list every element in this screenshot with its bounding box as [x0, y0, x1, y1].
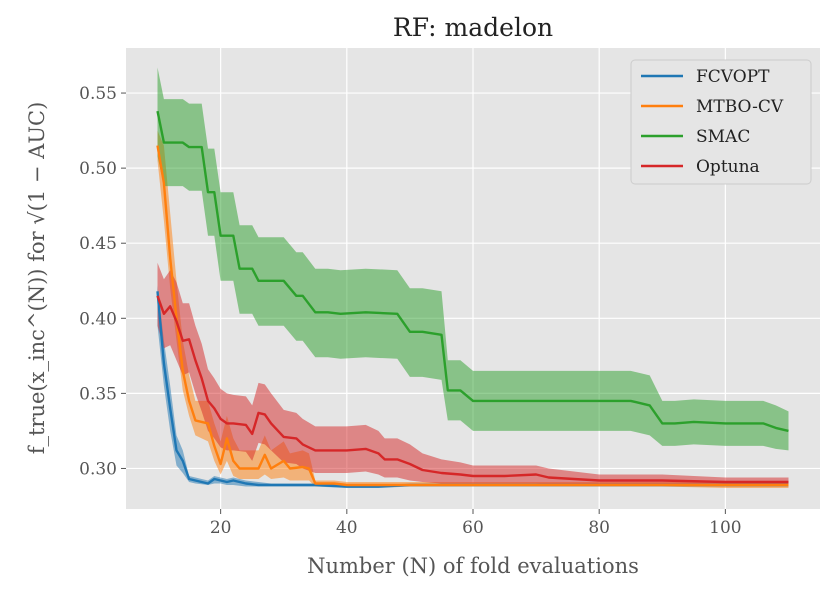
legend-label-mtbo-cv: MTBO-CV: [696, 97, 784, 117]
x-tick-label: 60: [462, 518, 484, 538]
y-tick-label: 0.40: [79, 309, 117, 329]
band-mtbo-cv: [157, 130, 789, 488]
legend: FCVOPT MTBO-CV SMAC Optuna: [630, 59, 812, 185]
y-axis-label: f_true(x_inc^(N)) for √(1 − AUC): [25, 102, 49, 455]
band-optuna: [157, 262, 789, 485]
y-tick-label: 0.55: [79, 84, 117, 104]
x-axis-label: Number (N) of fold evaluations: [307, 554, 639, 578]
legend-label-smac: SMAC: [696, 127, 750, 147]
x-tick-label: 40: [336, 518, 358, 538]
x-axis: 20 40 60 80 100: [210, 509, 742, 538]
line-optuna: [156, 295, 789, 484]
x-tick-label: 100: [709, 518, 741, 538]
y-tick-label: 0.45: [79, 234, 117, 254]
legend-label-optuna: Optuna: [696, 157, 760, 177]
series-lines: [156, 110, 789, 488]
x-tick-label: 20: [210, 518, 232, 538]
y-tick-label: 0.30: [79, 459, 117, 479]
line-smac: [156, 110, 789, 433]
legend-label-fcvopt: FCVOPT: [696, 67, 770, 87]
band-smac: [157, 67, 789, 451]
line-mtbo-cv: [156, 145, 789, 487]
y-axis: 0.30 0.35 0.40 0.45 0.50 0.55: [79, 84, 126, 479]
chart-title: RF: madelon: [393, 13, 553, 42]
y-tick-label: 0.50: [79, 159, 117, 179]
x-tick-label: 80: [588, 518, 610, 538]
legend-box: [630, 59, 812, 185]
y-tick-label: 0.35: [79, 384, 117, 404]
confidence-bands: [157, 67, 789, 488]
